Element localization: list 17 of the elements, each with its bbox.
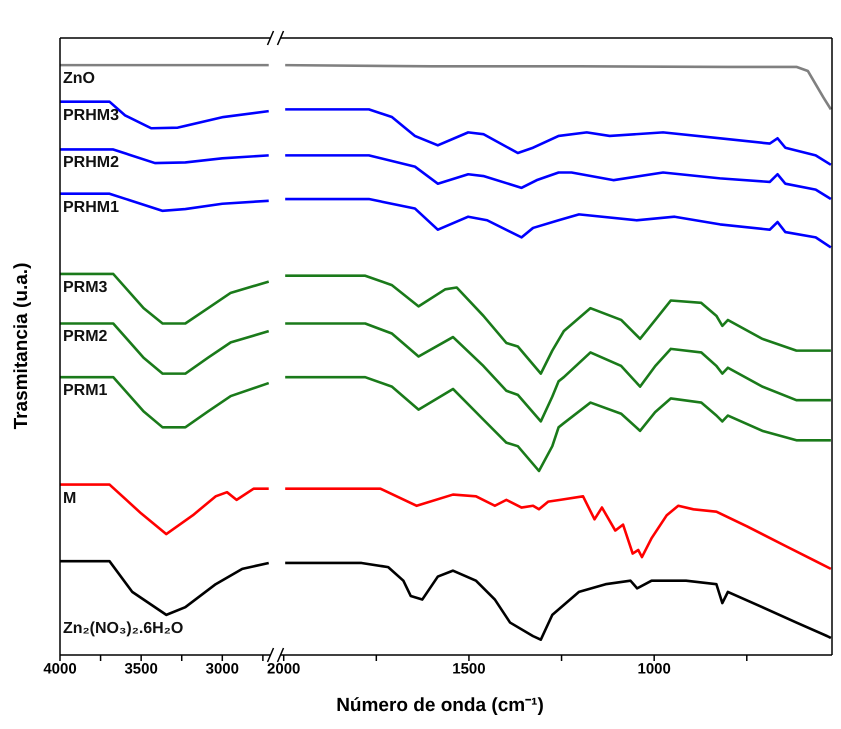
series-label: PRM1 [63,382,108,400]
y-axis-title: Trasmitancia (u.a.) [11,261,33,432]
x-tick-label: 4000 [43,660,77,678]
series-label: PRHM2 [63,154,120,172]
series-label: Zn₂(NO₃)₂.6H₂O [63,620,184,638]
x-axis-title: Número de onda (cm⁻¹) [335,694,545,717]
series-label: PRHM1 [63,198,120,217]
series-label: PRHM3 [63,106,120,125]
x-tick-label: 1000 [637,660,671,678]
x-tick-label: 2000 [267,660,300,678]
x-tick-label: 3500 [124,660,158,678]
x-tick-label: 3000 [206,660,239,678]
series-label: PRM2 [63,328,108,346]
series-label: PRM3 [63,278,108,297]
series-label: ZnO [63,70,95,88]
series-label: M [63,490,76,508]
x-tick-label: 1500 [452,660,486,678]
